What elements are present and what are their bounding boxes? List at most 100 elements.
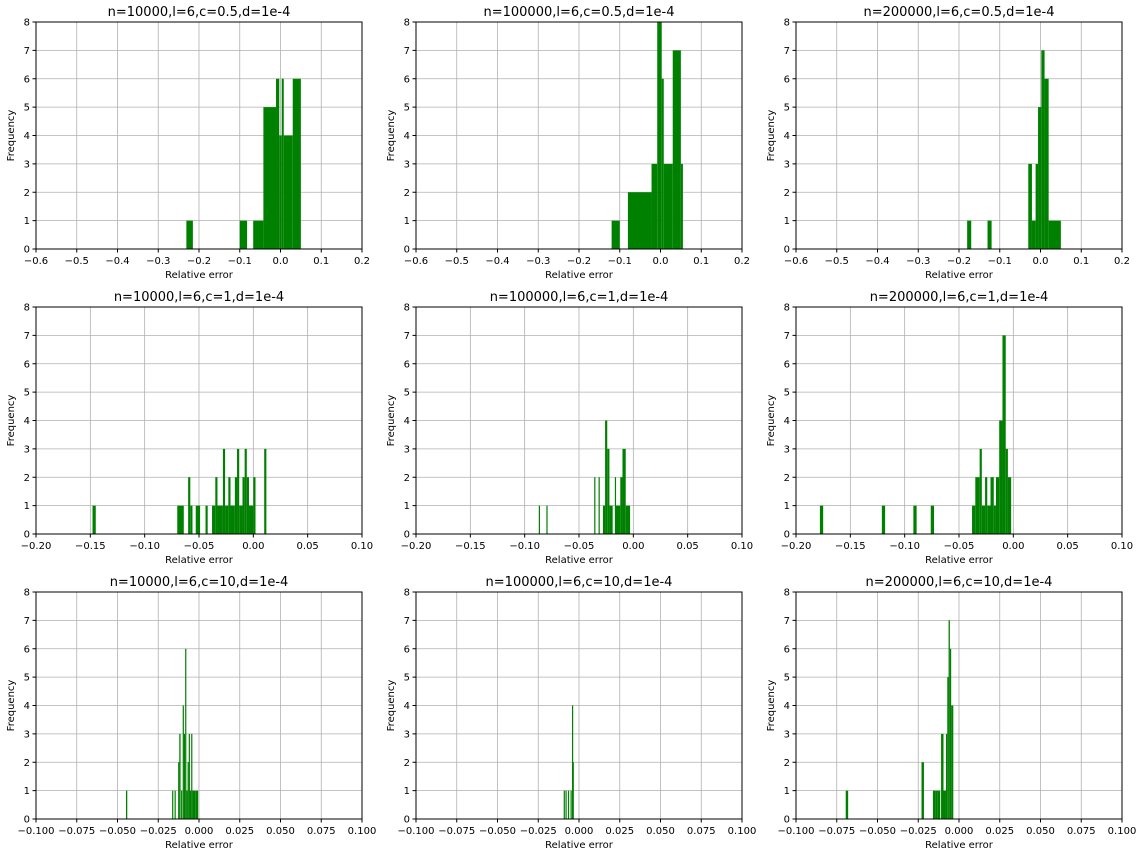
histogram-bar xyxy=(125,790,128,819)
x-tick-label: −0.075 xyxy=(58,826,95,837)
y-tick-label: 8 xyxy=(24,303,30,314)
chart-title: n=200000,l=6,c=0.5,d=1e-4 xyxy=(863,5,1054,20)
x-tick-label: 0.075 xyxy=(307,826,336,837)
x-tick-label: −0.10 xyxy=(129,541,160,552)
histogram-bar xyxy=(981,505,986,534)
y-tick-label: 3 xyxy=(784,159,790,170)
histogram-bar xyxy=(605,420,608,534)
histogram-bar xyxy=(187,762,189,819)
y-tick-label: 0 xyxy=(24,815,30,826)
y-tick-label: 3 xyxy=(24,159,30,170)
chart-title: n=100000,l=6,c=1,d=1e-4 xyxy=(490,290,669,305)
histogram-bar xyxy=(987,505,991,534)
y-tick-label: 0 xyxy=(784,245,790,256)
y-tick-label: 6 xyxy=(784,644,790,655)
y-tick-label: 3 xyxy=(404,159,410,170)
x-tick-label: −0.2 xyxy=(947,256,971,267)
x-tick-label: −0.15 xyxy=(75,541,106,552)
histogram-bar xyxy=(567,790,570,819)
x-axis-label: Relative error xyxy=(925,270,994,281)
histogram-bar xyxy=(611,220,620,249)
histogram-bar xyxy=(663,163,673,249)
y-tick-label: 2 xyxy=(24,758,30,769)
x-tick-label: −0.100 xyxy=(17,826,54,837)
x-tick-label: −0.4 xyxy=(485,256,509,267)
x-tick-label: 0.050 xyxy=(1026,826,1055,837)
histogram-bar xyxy=(947,677,949,819)
histogram-bar xyxy=(1048,220,1061,249)
histogram-bar xyxy=(186,790,188,819)
y-tick-label: 6 xyxy=(404,644,410,655)
histogram-bar xyxy=(179,733,181,819)
y-tick-label: 4 xyxy=(784,701,790,712)
histogram-bar xyxy=(921,762,924,819)
y-tick-label: 2 xyxy=(24,188,30,199)
histogram-bar xyxy=(177,505,184,534)
histogram-bar xyxy=(975,477,980,534)
y-tick-label: 1 xyxy=(784,501,790,512)
y-tick-label: 4 xyxy=(24,416,30,427)
y-tick-label: 8 xyxy=(404,303,410,314)
x-tick-label: −0.3 xyxy=(526,256,550,267)
y-tick-label: 1 xyxy=(784,216,790,227)
x-tick-label: 0.100 xyxy=(1108,826,1137,837)
histogram-bar xyxy=(572,762,574,819)
y-tick-label: 5 xyxy=(784,673,790,684)
histogram-bar xyxy=(979,448,982,534)
histogram-bar xyxy=(972,505,976,534)
x-tick-label: −0.025 xyxy=(140,826,177,837)
y-tick-label: 8 xyxy=(784,303,790,314)
histogram-bar xyxy=(185,648,187,819)
x-tick-label: 0.025 xyxy=(225,826,254,837)
x-tick-label: 0.000 xyxy=(185,826,214,837)
x-tick-label: −0.05 xyxy=(184,541,215,552)
y-tick-label: 3 xyxy=(784,729,790,740)
histogram-bar xyxy=(625,505,631,534)
chart-title: n=10000,l=6,c=1,d=1e-4 xyxy=(114,290,284,305)
y-axis-label: Frequency xyxy=(386,110,397,162)
histogram-bar xyxy=(253,477,256,534)
x-tick-label: −0.100 xyxy=(777,826,814,837)
x-tick-label: 0.025 xyxy=(985,826,1014,837)
y-tick-label: 0 xyxy=(404,530,410,541)
histogram-bar xyxy=(248,505,254,534)
x-axis-label: Relative error xyxy=(545,555,614,566)
x-tick-label: −0.2 xyxy=(187,256,211,267)
histogram-bar xyxy=(819,505,824,534)
x-tick-label: 0.100 xyxy=(348,826,377,837)
histogram-panel-4: −0.20 −0.15 −0.10 −0.05 0.00 0.05 0.10 0 1 2 3 4 5 6 7… xyxy=(6,290,373,566)
histogram-bar xyxy=(615,505,621,534)
histogram-bar xyxy=(987,220,992,249)
y-tick-label: 8 xyxy=(784,588,790,599)
histogram-bar xyxy=(222,448,226,534)
y-tick-label: 4 xyxy=(784,131,790,142)
histogram-bar xyxy=(1005,448,1008,534)
histogram-bar xyxy=(234,477,238,534)
x-tick-label: −0.2 xyxy=(567,256,591,267)
histogram-bar xyxy=(189,790,192,819)
y-tick-label: 2 xyxy=(784,473,790,484)
y-tick-label: 6 xyxy=(24,644,30,655)
histogram-bar xyxy=(609,505,613,534)
y-tick-label: 7 xyxy=(784,331,790,342)
y-tick-label: 7 xyxy=(784,616,790,627)
histogram-bar xyxy=(546,505,548,534)
y-tick-label: 4 xyxy=(404,416,410,427)
x-tick-label: −0.075 xyxy=(438,826,475,837)
y-tick-label: 6 xyxy=(404,359,410,370)
x-tick-label: 0.2 xyxy=(734,256,750,267)
y-axis-label: Frequency xyxy=(6,680,17,732)
histogram-bar xyxy=(1002,335,1006,534)
histogram-bar xyxy=(178,762,180,819)
histogram-bar xyxy=(967,220,972,249)
x-tick-label: 0.1 xyxy=(1073,256,1089,267)
y-tick-label: 2 xyxy=(784,188,790,199)
x-tick-label: 0.1 xyxy=(313,256,329,267)
y-axis-label: Frequency xyxy=(6,110,17,162)
y-tick-label: 5 xyxy=(784,103,790,114)
histogram-bar xyxy=(935,790,938,819)
x-tick-label: −0.5 xyxy=(445,256,469,267)
histogram-bar xyxy=(1028,163,1032,249)
y-axis-label: Frequency xyxy=(6,395,17,447)
x-tick-label: −0.3 xyxy=(146,256,170,267)
